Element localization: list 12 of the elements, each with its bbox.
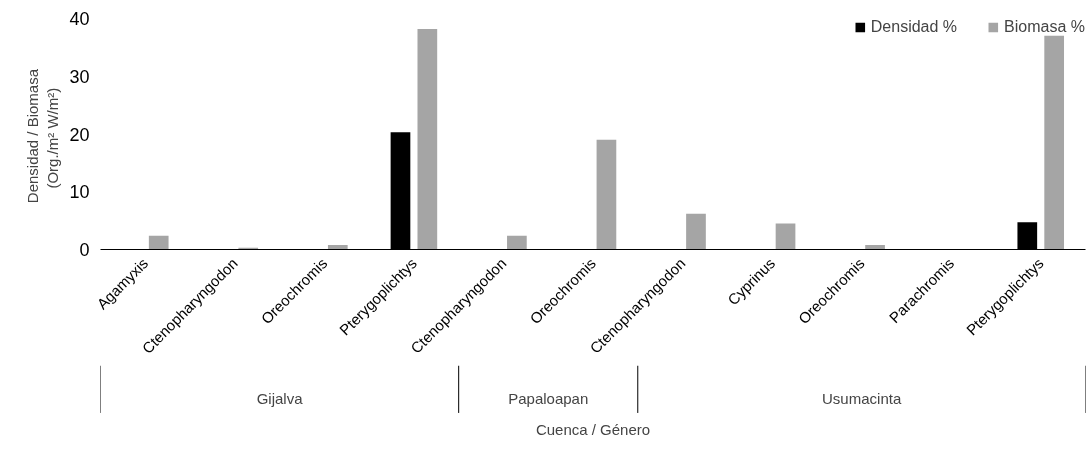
y-tick-label: 20 [69,124,90,145]
legend-label: Densidad % [870,18,958,36]
y-axis-title: Densidad / Biomasa (Org./m² W/m²) [24,68,62,204]
text: Papaloapan [508,389,589,407]
text: Gijalva [256,389,304,407]
x-axis-title: Cuenca / Género [535,421,651,439]
y-tick-label: 30 [69,66,90,87]
y-tick-label: 0 [79,240,90,260]
legend-label: Biomasa % [1004,18,1085,36]
y-tick-label: 10 [69,182,90,203]
text: Usumacinta [822,389,902,407]
y-tick-label: 40 [69,9,90,29]
